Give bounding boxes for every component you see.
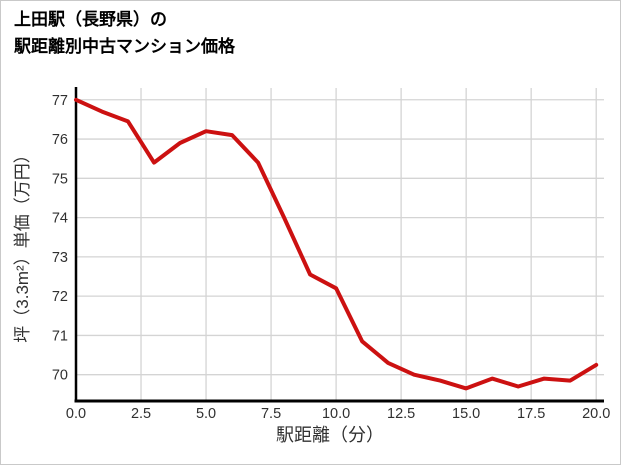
x-tick-label: 0.0 <box>66 406 86 422</box>
y-tick-label: 75 <box>52 171 68 187</box>
x-tick-label: 10.0 <box>322 406 350 422</box>
y-axis-title: 坪（3.3m²）単価（万円） <box>13 146 32 342</box>
x-tick-label: 2.5 <box>131 406 151 422</box>
y-tick-label: 72 <box>52 289 68 305</box>
x-tick-label: 12.5 <box>387 406 415 422</box>
chart-title-line1: 上田駅（長野県）の <box>14 10 167 29</box>
x-tick-label: 17.5 <box>517 406 545 422</box>
x-axis-title: 駅距離（分） <box>276 425 384 445</box>
x-tick-label: 7.5 <box>261 406 281 422</box>
chart-title-line2: 駅距離別中古マンション価格 <box>14 37 235 56</box>
y-tick-label: 77 <box>52 93 68 109</box>
x-tick-label: 5.0 <box>196 406 216 422</box>
y-tick-label: 73 <box>52 250 68 266</box>
x-tick-label: 20.0 <box>582 406 610 422</box>
chart-title: 上田駅（長野県）の駅距離別中古マンション価格 <box>14 6 235 60</box>
y-tick-label: 76 <box>52 132 68 148</box>
price-line <box>74 97 599 391</box>
y-tick-label: 70 <box>52 368 68 384</box>
y-tick-label: 71 <box>52 328 68 344</box>
x-tick-label: 15.0 <box>452 406 480 422</box>
y-tick-label: 74 <box>52 211 68 227</box>
